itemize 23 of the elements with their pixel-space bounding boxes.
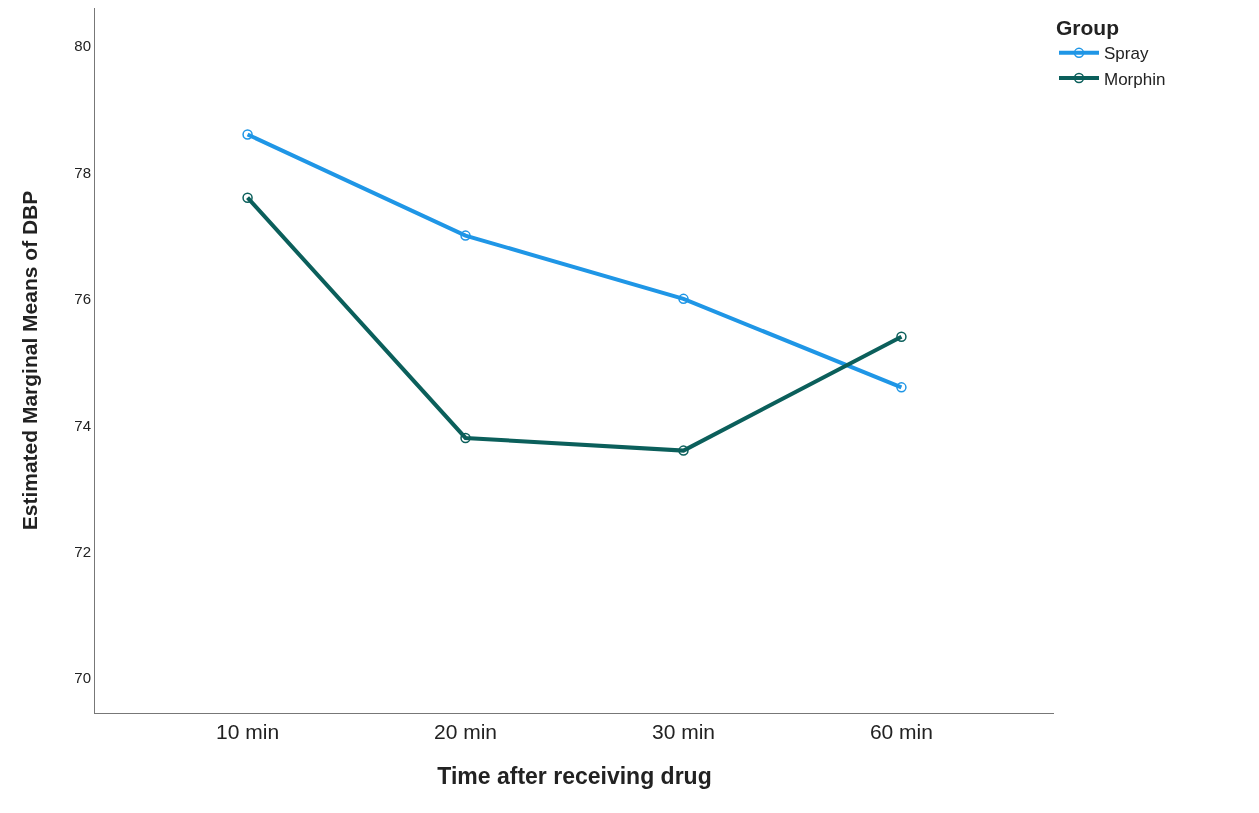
point	[896, 331, 907, 343]
legend-title: Group	[1056, 16, 1119, 40]
point	[678, 293, 689, 305]
x-tick-label: 30 min	[651, 720, 715, 744]
point	[460, 432, 471, 444]
point	[678, 445, 689, 456]
y-axis-title: Estimated Marginal Means of DBP	[18, 190, 42, 531]
point	[242, 129, 253, 140]
x-tick-label: 20 min	[434, 720, 498, 744]
x-axis-title: Time after receiving drug	[437, 762, 712, 789]
y-tick-label: 76	[74, 290, 91, 308]
point	[460, 230, 471, 241]
y-tick-label: 70	[74, 669, 91, 687]
x-tick-label: 60 min	[869, 720, 933, 744]
legend-label: Spray	[1104, 44, 1149, 64]
y-tick-label: 74	[74, 416, 91, 434]
point	[896, 382, 907, 393]
point	[242, 192, 253, 203]
legend-label: Morphin	[1104, 69, 1166, 89]
y-tick-label: 80	[74, 37, 91, 55]
y-tick-label: 78	[74, 163, 91, 181]
x-tick-label: 10 min	[216, 720, 280, 744]
y-tick-label: 72	[74, 543, 91, 561]
